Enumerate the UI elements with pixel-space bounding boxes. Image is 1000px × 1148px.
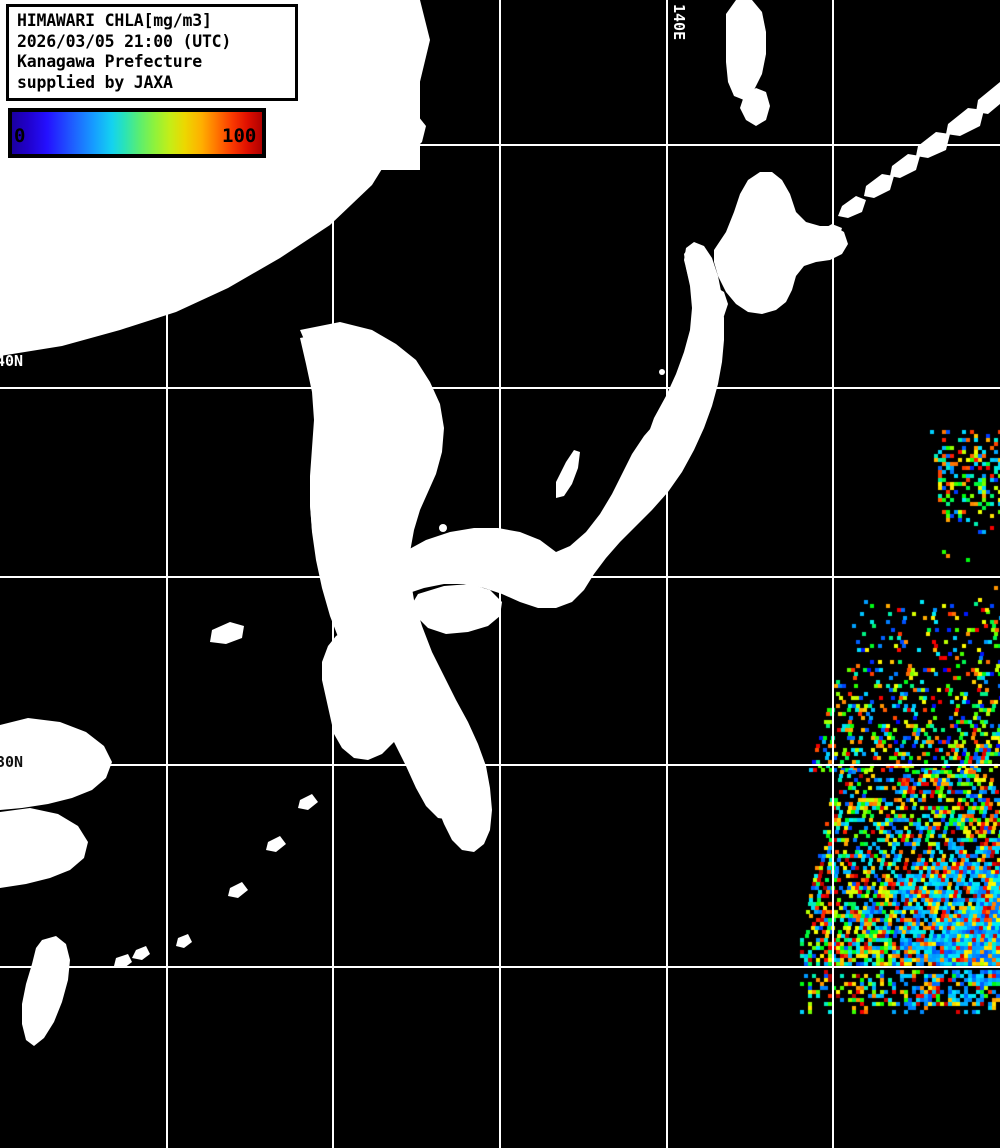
gridline-lon-5 (832, 0, 834, 1148)
gridline-lat-3 (0, 576, 1000, 578)
info-timestamp: 2026/03/05 21:00 (UTC) (17, 31, 232, 51)
latitude-label-40n: 40N (0, 352, 24, 370)
colorbar-max-label: 100 (222, 125, 257, 147)
gridline-lat-5 (0, 966, 1000, 968)
gridline-lon-4 (666, 0, 668, 1148)
info-source: supplied by JAXA (17, 72, 173, 92)
gridline-lat-4 (0, 764, 1000, 766)
latitude-label-30n: 30N (0, 753, 24, 771)
gridline-lon-2 (332, 0, 334, 1148)
map-info-box: HIMAWARI CHLA[mg/m3] 2026/03/05 21:00 (U… (6, 4, 298, 101)
info-region: Kanagawa Prefecture (17, 52, 202, 71)
gridline-lon-3 (499, 0, 501, 1148)
gridline-lon-1 (166, 0, 168, 1148)
colorbar (8, 108, 266, 158)
info-title: HIMAWARI CHLA[mg/m3] (17, 11, 212, 30)
colorbar-min-label: 0 (14, 125, 26, 147)
gridline-lat-1 (0, 144, 1000, 146)
gridline-lat-2 (0, 387, 1000, 389)
colorbar-gradient (12, 112, 262, 154)
longitude-label-140e: 140E (670, 4, 688, 41)
